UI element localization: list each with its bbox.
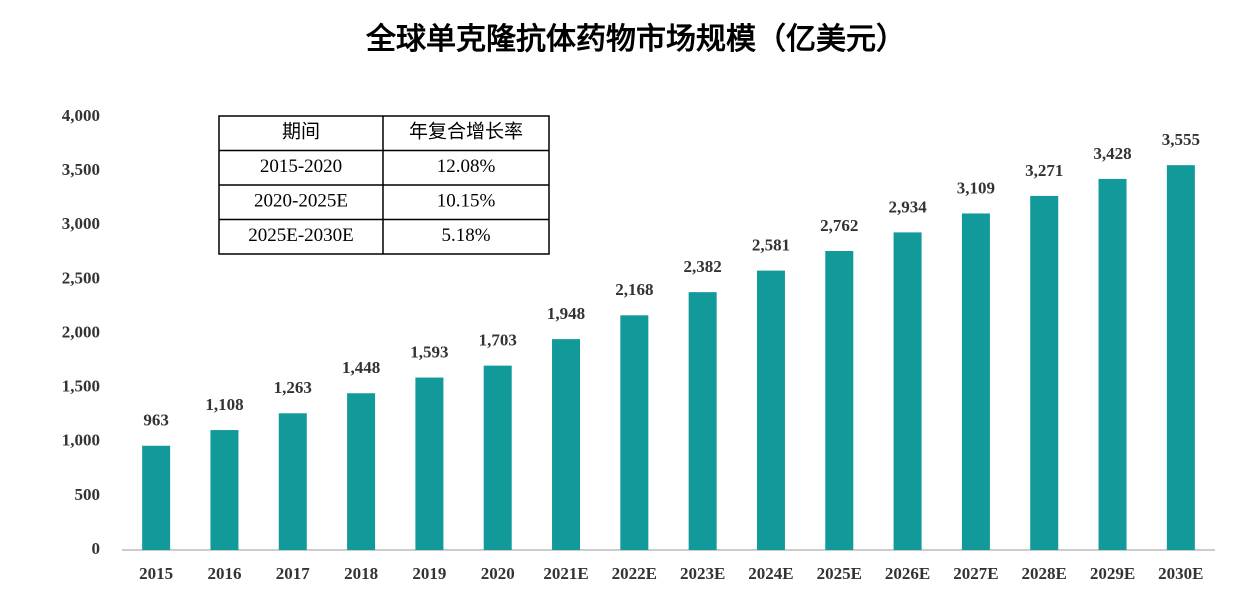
- bar: [1030, 195, 1059, 550]
- bar: [756, 270, 785, 550]
- data-label: 1,593: [410, 342, 448, 361]
- table-cell: 5.18%: [441, 225, 490, 246]
- chart-title: 全球单克隆抗体药物市场规模（亿美元）: [365, 22, 906, 56]
- data-label: 2,762: [820, 216, 858, 235]
- data-label: 1,948: [547, 304, 585, 323]
- bar: [893, 232, 922, 550]
- x-tick-label: 2015: [139, 564, 173, 583]
- y-tick-label: 500: [75, 485, 101, 504]
- table-cell: 2015-2020: [260, 156, 342, 177]
- x-tick-label: 2022E: [612, 564, 657, 583]
- x-tick-label: 2019: [412, 564, 446, 583]
- y-tick-label: 1,500: [62, 377, 100, 396]
- x-tick-label: 2020: [481, 564, 515, 583]
- x-tick-label: 2025E: [817, 564, 862, 583]
- table-cell: 10.15%: [437, 191, 496, 212]
- y-tick-label: 2,500: [62, 268, 100, 287]
- table-cell: 期间: [282, 121, 320, 143]
- data-label: 3,109: [957, 178, 995, 197]
- x-tick-label: 2028E: [1022, 564, 1067, 583]
- data-label: 3,271: [1025, 161, 1063, 180]
- bar: [552, 339, 581, 550]
- x-tick-label: 2029E: [1090, 564, 1135, 583]
- data-label: 963: [143, 411, 169, 430]
- data-label: 1,108: [205, 395, 243, 414]
- bar: [620, 315, 649, 550]
- bar: [347, 393, 376, 550]
- bar: [142, 445, 171, 550]
- data-label: 2,382: [684, 257, 722, 276]
- bar: [825, 251, 854, 551]
- data-label: 2,168: [615, 280, 653, 299]
- x-tick-label: 2030E: [1158, 564, 1203, 583]
- x-tick-label: 2027E: [953, 564, 998, 583]
- bar: [415, 377, 444, 550]
- table-cell: 12.08%: [437, 156, 496, 177]
- bar: [210, 430, 239, 550]
- bar: [1166, 165, 1195, 550]
- bar: [278, 413, 307, 550]
- x-tick-label: 2023E: [680, 564, 725, 583]
- y-tick-label: 1,000: [62, 431, 100, 450]
- x-tick-label: 2016: [207, 564, 241, 583]
- data-label: 1,263: [274, 378, 312, 397]
- x-tick-label: 2018: [344, 564, 378, 583]
- data-label: 2,581: [752, 236, 790, 255]
- x-tick-label: 2021E: [543, 564, 588, 583]
- bar: [483, 365, 512, 550]
- x-tick-label: 2024E: [748, 564, 793, 583]
- table-cell: 2025E-2030E: [248, 225, 354, 246]
- bar: [961, 213, 990, 550]
- data-label: 1,703: [479, 331, 517, 350]
- table-cell: 2020-2025E: [254, 191, 348, 212]
- data-label: 2,934: [888, 197, 927, 216]
- data-label: 1,448: [342, 358, 380, 377]
- data-label: 3,428: [1093, 144, 1131, 163]
- x-tick-label: 2017: [276, 564, 311, 583]
- table-cell: 年复合增长率: [409, 121, 523, 143]
- bar: [688, 292, 717, 550]
- y-tick-label: 3,000: [62, 214, 100, 233]
- bar: [1098, 178, 1127, 550]
- x-tick-label: 2026E: [885, 564, 930, 583]
- y-tick-label: 4,000: [62, 106, 100, 125]
- y-tick-label: 0: [92, 539, 101, 558]
- y-tick-label: 2,000: [62, 322, 100, 341]
- y-tick-label: 3,500: [62, 160, 100, 179]
- data-label: 3,555: [1162, 130, 1200, 149]
